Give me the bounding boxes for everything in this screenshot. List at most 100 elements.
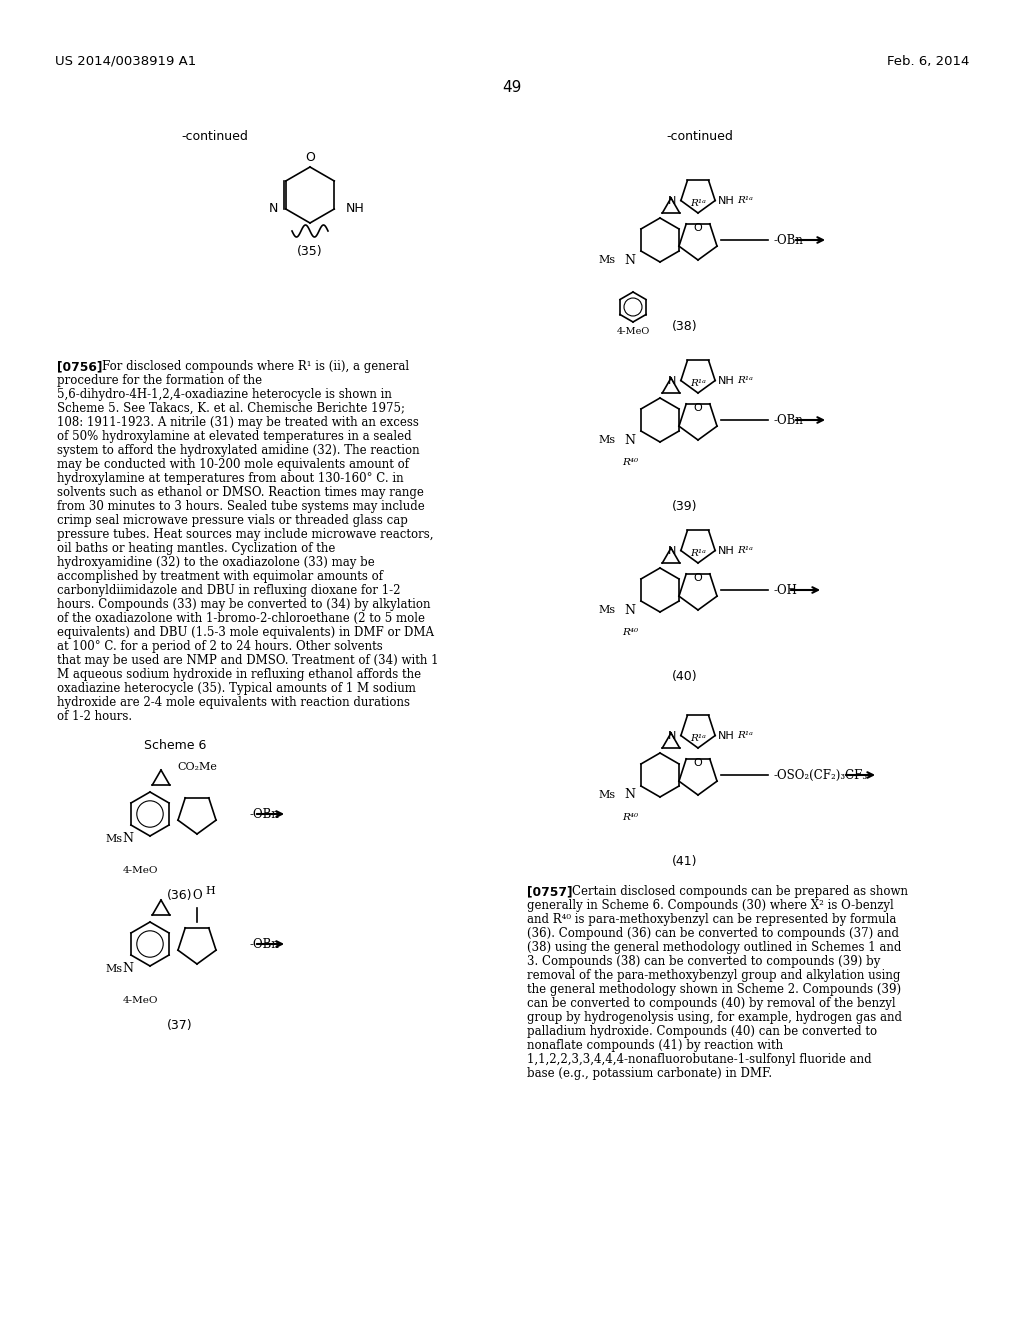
Text: NH: NH xyxy=(718,545,735,556)
Text: may be conducted with 10-200 mole equivalents amount of: may be conducted with 10-200 mole equiva… xyxy=(57,458,409,471)
Text: R¹ᵃ: R¹ᵃ xyxy=(737,197,753,205)
Text: 4-MeO: 4-MeO xyxy=(122,997,158,1005)
Text: carbonyldiimidazole and DBU in refluxing dioxane for 1-2: carbonyldiimidazole and DBU in refluxing… xyxy=(57,583,400,597)
Text: R¹ᵃ: R¹ᵃ xyxy=(690,379,706,388)
Text: N: N xyxy=(625,788,636,801)
Text: -OBn: -OBn xyxy=(249,937,279,950)
Text: Certain disclosed compounds can be prepared as shown: Certain disclosed compounds can be prepa… xyxy=(572,884,908,898)
Text: palladium hydroxide. Compounds (40) can be converted to: palladium hydroxide. Compounds (40) can … xyxy=(527,1026,878,1038)
Text: 49: 49 xyxy=(503,81,521,95)
Text: US 2014/0038919 A1: US 2014/0038919 A1 xyxy=(55,55,197,69)
Text: NH: NH xyxy=(718,195,735,206)
Text: 4-MeO: 4-MeO xyxy=(122,866,158,875)
Text: from 30 minutes to 3 hours. Sealed tube systems may include: from 30 minutes to 3 hours. Sealed tube … xyxy=(57,500,425,513)
Text: at 100° C. for a period of 2 to 24 hours. Other solvents: at 100° C. for a period of 2 to 24 hours… xyxy=(57,640,383,653)
Text: -OBn: -OBn xyxy=(773,413,803,426)
Text: (40): (40) xyxy=(672,671,697,682)
Text: (38) using the general methodology outlined in Schemes 1 and: (38) using the general methodology outli… xyxy=(527,941,901,954)
Text: N: N xyxy=(668,545,676,556)
Text: H: H xyxy=(205,886,215,896)
Text: R¹ᵃ: R¹ᵃ xyxy=(690,734,706,743)
Text: Feb. 6, 2014: Feb. 6, 2014 xyxy=(887,55,969,69)
Text: (36): (36) xyxy=(167,888,193,902)
Text: Ms: Ms xyxy=(105,834,122,843)
Text: -OBn: -OBn xyxy=(249,808,279,821)
Text: Ms: Ms xyxy=(599,605,616,615)
Text: -continued: -continued xyxy=(181,129,249,143)
Text: 1,1,2,2,3,3,4,4,4-nonafluorobutane-1-sulfonyl fluoride and: 1,1,2,2,3,3,4,4,4-nonafluorobutane-1-sul… xyxy=(527,1053,871,1067)
Text: nonaflate compounds (41) by reaction with: nonaflate compounds (41) by reaction wit… xyxy=(527,1039,783,1052)
Text: procedure for the formation of the: procedure for the formation of the xyxy=(57,374,262,387)
Text: hydroxyamidine (32) to the oxadiazolone (33) may be: hydroxyamidine (32) to the oxadiazolone … xyxy=(57,556,375,569)
Text: R¹ᵃ: R¹ᵃ xyxy=(690,549,706,558)
Text: hydroxylamine at temperatures from about 130-160° C. in: hydroxylamine at temperatures from about… xyxy=(57,473,403,484)
Text: hydroxide are 2-4 mole equivalents with reaction durations: hydroxide are 2-4 mole equivalents with … xyxy=(57,696,410,709)
Text: O: O xyxy=(693,403,702,413)
Text: 108: 1911-1923. A nitrile (31) may be treated with an excess: 108: 1911-1923. A nitrile (31) may be tr… xyxy=(57,416,419,429)
Text: group by hydrogenolysis using, for example, hydrogen gas and: group by hydrogenolysis using, for examp… xyxy=(527,1011,902,1024)
Text: pressure tubes. Heat sources may include microwave reactors,: pressure tubes. Heat sources may include… xyxy=(57,528,433,541)
Text: Ms: Ms xyxy=(599,436,616,445)
Text: NH: NH xyxy=(718,376,735,385)
Text: O: O xyxy=(305,150,315,164)
Text: O: O xyxy=(693,758,702,768)
Text: generally in Scheme 6. Compounds (30) where X² is O-benzyl: generally in Scheme 6. Compounds (30) wh… xyxy=(527,899,894,912)
Text: can be converted to compounds (40) by removal of the benzyl: can be converted to compounds (40) by re… xyxy=(527,997,896,1010)
Text: -OBn: -OBn xyxy=(773,234,803,247)
Text: -OH: -OH xyxy=(773,583,797,597)
Text: solvents such as ethanol or DMSO. Reaction times may range: solvents such as ethanol or DMSO. Reacti… xyxy=(57,486,424,499)
Text: hours. Compounds (33) may be converted to (34) by alkylation: hours. Compounds (33) may be converted t… xyxy=(57,598,430,611)
Text: (38): (38) xyxy=(672,319,697,333)
Text: [0756]: [0756] xyxy=(57,360,102,374)
Text: NH: NH xyxy=(346,202,365,215)
Text: of the oxadiazolone with 1-bromo-2-chloroethane (2 to 5 mole: of the oxadiazolone with 1-bromo-2-chlor… xyxy=(57,612,425,624)
Text: oxadiazine heterocycle (35). Typical amounts of 1 M sodium: oxadiazine heterocycle (35). Typical amo… xyxy=(57,682,416,696)
Text: removal of the para-methoxybenzyl group and alkylation using: removal of the para-methoxybenzyl group … xyxy=(527,969,900,982)
Text: Scheme 5. See Takacs, K. et al. Chemische Berichte 1975;: Scheme 5. See Takacs, K. et al. Chemisch… xyxy=(57,403,406,414)
Text: NH: NH xyxy=(718,730,735,741)
Text: R¹ᵃ: R¹ᵃ xyxy=(737,546,753,556)
Text: R⁴⁰: R⁴⁰ xyxy=(622,813,638,822)
Text: Ms: Ms xyxy=(599,255,616,265)
Text: 4-MeO: 4-MeO xyxy=(616,327,649,337)
Text: R¹ᵃ: R¹ᵃ xyxy=(690,199,706,209)
Text: (41): (41) xyxy=(672,855,697,869)
Text: -OSO₂(CF₂)₃CF₃: -OSO₂(CF₂)₃CF₃ xyxy=(773,768,867,781)
Text: N: N xyxy=(625,603,636,616)
Text: of 1-2 hours.: of 1-2 hours. xyxy=(57,710,132,723)
Text: (39): (39) xyxy=(672,500,697,513)
Text: crimp seal microwave pressure vials or threaded glass cap: crimp seal microwave pressure vials or t… xyxy=(57,513,408,527)
Text: N: N xyxy=(668,376,676,385)
Text: [0757]: [0757] xyxy=(527,884,572,898)
Text: N: N xyxy=(625,433,636,446)
Text: N: N xyxy=(625,253,636,267)
Text: Scheme 6: Scheme 6 xyxy=(143,739,206,752)
Text: R¹ᵃ: R¹ᵃ xyxy=(737,376,753,385)
Text: O: O xyxy=(693,223,702,234)
Text: Ms: Ms xyxy=(105,964,122,974)
Text: accomplished by treatment with equimolar amounts of: accomplished by treatment with equimolar… xyxy=(57,570,383,583)
Text: (36). Compound (36) can be converted to compounds (37) and: (36). Compound (36) can be converted to … xyxy=(527,927,899,940)
Text: 3. Compounds (38) can be converted to compounds (39) by: 3. Compounds (38) can be converted to co… xyxy=(527,954,881,968)
Text: N: N xyxy=(123,833,133,846)
Text: (37): (37) xyxy=(167,1019,193,1032)
Text: base (e.g., potassium carbonate) in DMF.: base (e.g., potassium carbonate) in DMF. xyxy=(527,1067,772,1080)
Text: O: O xyxy=(193,888,202,902)
Text: M aqueous sodium hydroxide in refluxing ethanol affords the: M aqueous sodium hydroxide in refluxing … xyxy=(57,668,421,681)
Text: N: N xyxy=(269,202,279,215)
Text: 5,6-dihydro-4H-1,2,4-oxadiazine heterocycle is shown in: 5,6-dihydro-4H-1,2,4-oxadiazine heterocy… xyxy=(57,388,392,401)
Text: N: N xyxy=(668,730,676,741)
Text: the general methodology shown in Scheme 2. Compounds (39): the general methodology shown in Scheme … xyxy=(527,983,901,997)
Text: and R⁴⁰ is para-methoxybenzyl can be represented by formula: and R⁴⁰ is para-methoxybenzyl can be rep… xyxy=(527,913,896,927)
Text: O: O xyxy=(693,573,702,583)
Text: For disclosed compounds where R¹ is (ii), a general: For disclosed compounds where R¹ is (ii)… xyxy=(102,360,410,374)
Text: equivalents) and DBU (1.5-3 mole equivalents) in DMF or DMA: equivalents) and DBU (1.5-3 mole equival… xyxy=(57,626,434,639)
Text: system to afford the hydroxylated amidine (32). The reaction: system to afford the hydroxylated amidin… xyxy=(57,444,420,457)
Text: Ms: Ms xyxy=(599,789,616,800)
Text: CO₂Me: CO₂Me xyxy=(177,762,217,772)
Text: N: N xyxy=(123,962,133,975)
Text: N: N xyxy=(668,195,676,206)
Text: R⁴⁰: R⁴⁰ xyxy=(622,628,638,638)
Text: oil baths or heating mantles. Cyclization of the: oil baths or heating mantles. Cyclizatio… xyxy=(57,543,336,554)
Text: (35): (35) xyxy=(297,246,323,257)
